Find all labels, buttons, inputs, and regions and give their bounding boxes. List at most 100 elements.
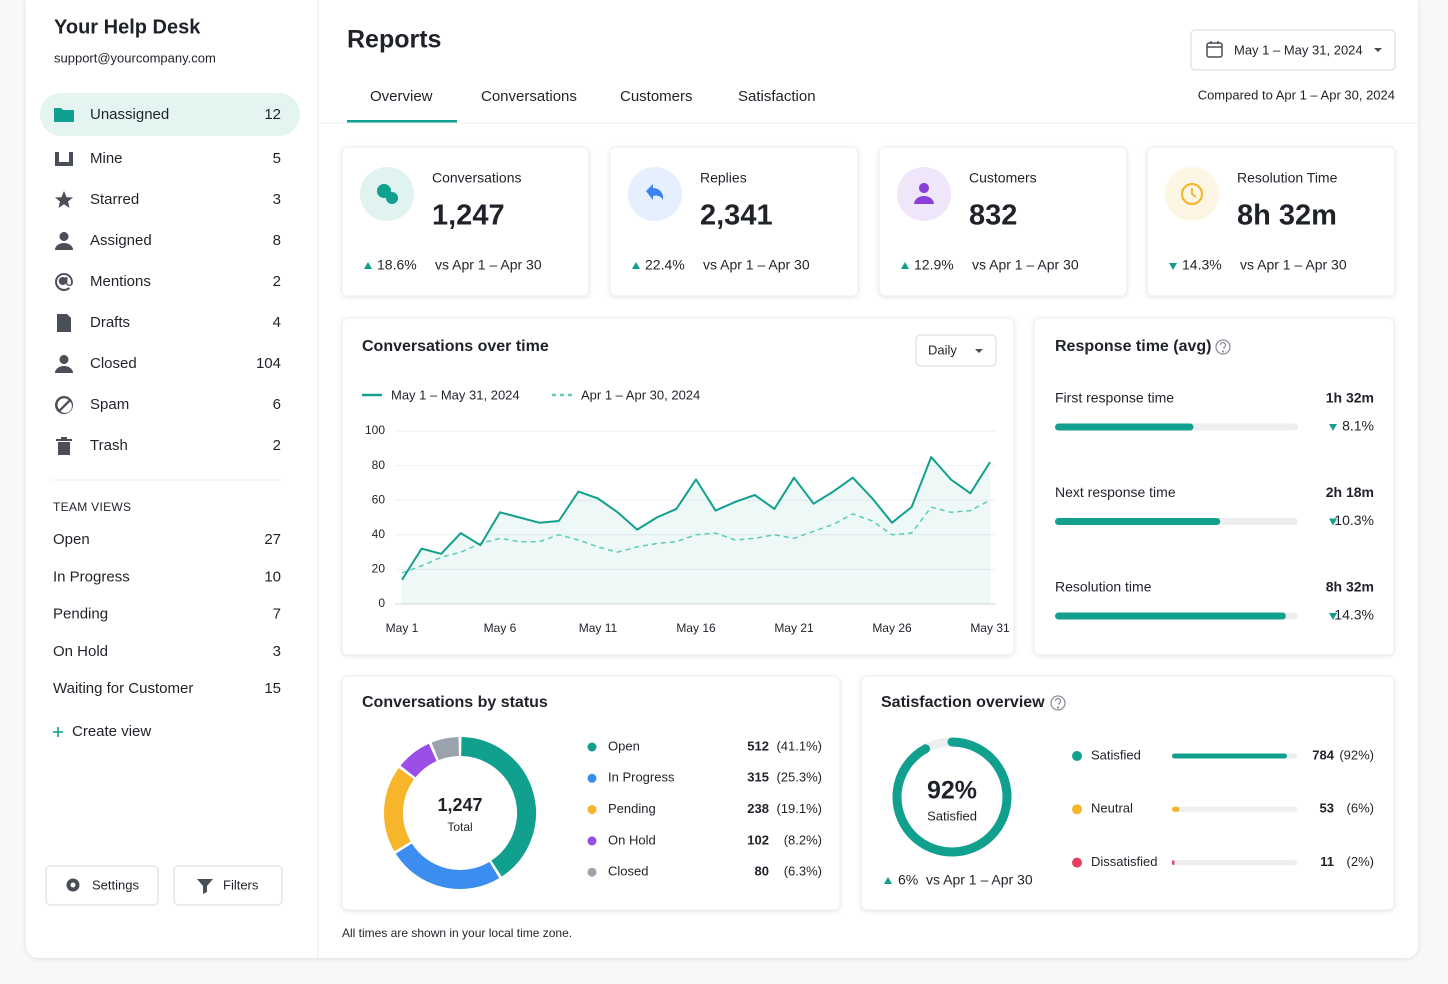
x-tick-label: May 26 [872,621,912,635]
trend-arrow [884,877,892,884]
tab[interactable]: Customers [620,88,693,105]
bar-track [1172,806,1297,812]
team-view-label[interactable]: Pending [53,606,108,623]
line [401,456,991,581]
kpi-change: 18.6% [377,257,417,273]
nav-count: 3 [273,191,281,208]
legend-percent: (8.2%) [784,832,822,847]
kpi-period: vs Apr 1 – Apr 30 [435,257,542,273]
kpi-value: 832 [969,200,1017,232]
interval-dropdown[interactable] [915,334,997,367]
date-picker[interactable] [1190,29,1396,71]
x-tick-label: May 11 [579,621,618,635]
nav-icon [55,152,73,166]
nav-count: 8 [273,232,281,249]
bar-track [1172,860,1297,866]
x-tick-label: May 1 [386,621,419,635]
y-tick-label: 100 [365,423,385,437]
team-view-label[interactable]: In Progress [53,568,130,585]
metric-change: 14.3% [1334,607,1374,623]
app-email: support@yourcompany.com [54,50,216,65]
nav-label[interactable]: Spam [90,396,129,413]
help-icon [1050,695,1066,711]
legend-percent: (92%) [1339,747,1374,762]
metric-label: Resolution time [1055,579,1152,595]
legend-dot [587,836,597,846]
legend-count: 315 [747,770,769,785]
interval-value: Daily [928,342,957,357]
team-view-label[interactable]: Open [53,531,90,548]
kpi-label: Replies [700,170,747,186]
nav-icon [55,396,74,414]
team-view-count: 27 [264,531,281,548]
legend-label: On Hold [608,832,656,847]
calendar-icon [1206,41,1223,58]
card-title: Satisfaction overview [881,694,1045,711]
team-view-label[interactable]: On Hold [53,643,108,660]
legend-label: Closed [608,864,648,879]
legend-label: Satisfied [1091,747,1141,762]
kpi-period: vs Apr 1 – Apr 30 [703,257,810,273]
line [401,499,991,574]
nav-count: 2 [273,273,281,290]
tab[interactable]: Conversations [481,88,577,105]
legend-percent: (25.3%) [776,770,822,785]
metric-value: 2h 18m [1326,484,1374,500]
create-view-link[interactable]: Create view [72,723,151,740]
donut-segment [384,767,415,852]
tab-underline [347,120,457,123]
help-icon [1215,339,1231,355]
legend-dot [587,742,597,752]
kpi-glyph [1191,188,1197,198]
kpi-card [878,146,1128,297]
x-tick-label: May 16 [676,621,716,635]
nav-label[interactable]: Starred [90,191,139,208]
page-title: Reports [347,26,441,54]
x-tick-label: May 6 [484,621,517,635]
legend-percent: (2%) [1347,854,1374,869]
nav-count: 4 [273,314,281,331]
nav-icon [57,314,71,332]
legend-count: 11 [1320,854,1334,869]
kpi-change: 12.9% [914,257,954,273]
tab[interactable]: Satisfaction [738,88,816,105]
nav-label[interactable]: Unassigned [90,106,169,123]
nav-selected-bg [40,93,300,136]
legend-label: Apr 1 – Apr 30, 2024 [581,387,700,402]
nav-icon [55,191,73,208]
legend-count: 784 [1312,747,1334,762]
filters-button[interactable] [173,865,283,906]
bar [1055,612,1286,620]
legend-count: 512 [747,738,769,753]
date-range: May 1 – May 31, 2024 [1234,42,1363,57]
legend-dot [587,773,597,783]
nav-count: 104 [256,355,281,372]
metric-change: 8.1% [1342,418,1374,434]
nav-label[interactable]: Mine [90,150,123,167]
settings-button[interactable] [45,865,159,906]
nav-icon [55,355,73,373]
gauge-value: 92% [927,777,977,805]
legend-label: Dissatisfied [1091,854,1157,869]
nav-label[interactable]: Drafts [90,314,130,331]
nav-count: 2 [273,437,281,454]
x-tick-label: May 21 [774,621,814,635]
y-tick-label: 40 [372,527,386,541]
donut-total: 1,247 [437,795,482,815]
nav-label[interactable]: Mentions [90,273,151,290]
kpi-glyph [914,183,934,204]
legend-percent: (6.3%) [784,864,822,879]
team-view-label[interactable]: Waiting for Customer [53,680,193,697]
nav-label[interactable]: Trash [90,437,128,454]
nav-label[interactable]: Assigned [90,232,152,249]
satisfaction-period: vs Apr 1 – Apr 30 [926,872,1033,888]
bar [1172,806,1180,812]
legend-count: 238 [747,801,769,816]
nav-icon [56,437,72,455]
legend-percent: (19.1%) [776,801,822,816]
nav-label[interactable]: Closed [90,355,137,372]
tab[interactable]: Overview [370,88,433,105]
y-tick-label: 80 [372,458,386,472]
kpi-icon-bg [897,167,951,221]
